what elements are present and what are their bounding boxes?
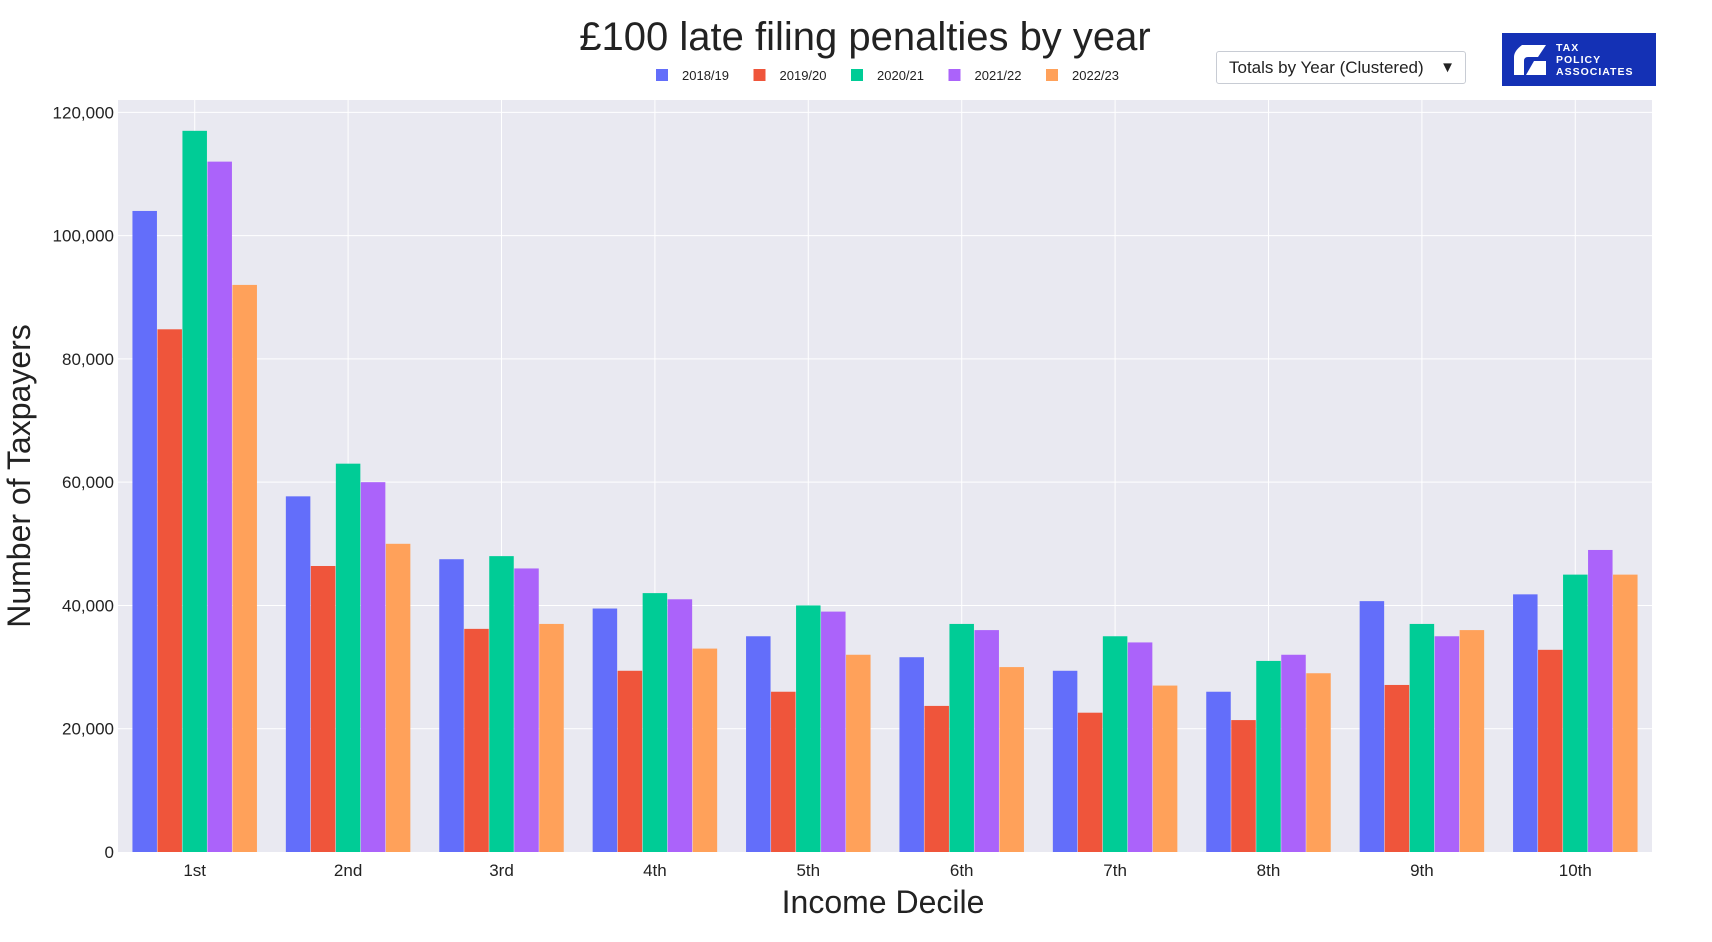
bar-2021-22-2nd[interactable] bbox=[360, 482, 386, 852]
bar-2020-21-1st[interactable] bbox=[182, 130, 207, 852]
legend-swatch bbox=[753, 69, 766, 81]
bars bbox=[132, 130, 1638, 853]
bar-2019-20-1st[interactable] bbox=[157, 329, 182, 853]
legend[interactable]: 2018/19 2019/20 2020/21 2021/22 2022/23 bbox=[656, 68, 1119, 83]
bar-2018-19-9th[interactable] bbox=[1359, 601, 1385, 852]
legend-label: 2019/20 bbox=[780, 68, 827, 83]
bar-2020-21-7th[interactable] bbox=[1102, 636, 1128, 852]
x-tick-label: 5th bbox=[796, 861, 820, 880]
y-axis-ticks: 0 20,000 40,000 60,000 80,000 100,000 120,000 bbox=[53, 103, 114, 862]
bar-2020-21-6th[interactable] bbox=[949, 623, 974, 852]
legend-swatch bbox=[948, 69, 961, 81]
bar-2019-20-8th[interactable] bbox=[1231, 720, 1256, 852]
bar-2019-20-5th[interactable] bbox=[771, 691, 796, 852]
bar-2021-22-7th[interactable] bbox=[1127, 642, 1153, 852]
legend-label: 2022/23 bbox=[1072, 68, 1119, 83]
legend-label: 2018/19 bbox=[682, 68, 729, 83]
bar-2022-23-1st[interactable] bbox=[232, 284, 257, 852]
bar-2022-23-3rd[interactable] bbox=[539, 623, 564, 852]
bar-2021-22-10th[interactable] bbox=[1588, 549, 1613, 852]
bar-2021-22-8th[interactable] bbox=[1281, 654, 1306, 852]
x-tick-label: 4th bbox=[643, 861, 667, 880]
bar-2018-19-3rd[interactable] bbox=[439, 559, 464, 852]
chevron-down-icon: ▼ bbox=[1440, 59, 1455, 76]
legend-item-2018-19[interactable]: 2018/19 bbox=[656, 68, 729, 83]
bar-2022-23-4th[interactable] bbox=[692, 648, 718, 852]
bar-2018-19-7th[interactable] bbox=[1052, 670, 1078, 852]
x-tick-label: 6th bbox=[950, 861, 974, 880]
legend-swatch bbox=[656, 69, 668, 81]
y-tick-label: 100,000 bbox=[53, 227, 114, 246]
y-tick-label: 80,000 bbox=[62, 350, 114, 369]
bar-2018-19-1st[interactable] bbox=[132, 210, 157, 853]
y-axis-title: Number of Taxpayers bbox=[1, 324, 37, 628]
bar-2021-22-5th[interactable] bbox=[821, 611, 846, 852]
bar-2022-23-7th[interactable] bbox=[1152, 685, 1178, 852]
x-tick-label: 2nd bbox=[334, 861, 362, 880]
bar-2018-19-10th[interactable] bbox=[1513, 594, 1538, 852]
logo-line-2: POLICY bbox=[1556, 53, 1602, 66]
dropdown-selected-label: Totals by Year (Clustered) bbox=[1229, 57, 1424, 77]
bar-2020-21-8th[interactable] bbox=[1256, 660, 1281, 852]
legend-swatch bbox=[1046, 69, 1058, 81]
y-tick-label: 60,000 bbox=[62, 473, 114, 492]
bar-2021-22-6th[interactable] bbox=[974, 630, 999, 852]
bar-2022-23-9th[interactable] bbox=[1459, 630, 1485, 852]
bar-2021-22-3rd[interactable] bbox=[514, 568, 539, 852]
bar-2019-20-9th[interactable] bbox=[1384, 684, 1410, 852]
bar-2018-19-5th[interactable] bbox=[746, 636, 771, 852]
bar-2020-21-2nd[interactable] bbox=[335, 463, 361, 852]
bar-2022-23-2nd[interactable] bbox=[385, 543, 411, 852]
legend-item-2019-20[interactable]: 2019/20 bbox=[753, 68, 827, 83]
bar-2019-20-10th[interactable] bbox=[1538, 649, 1563, 852]
legend-label: 2020/21 bbox=[877, 68, 924, 83]
y-tick-label: 20,000 bbox=[62, 720, 114, 739]
x-axis-ticks: 1st 2nd 3rd 4th 5th 6th 7th 8th 9th 10th bbox=[183, 861, 1591, 880]
bar-2020-21-4th[interactable] bbox=[642, 593, 668, 852]
bar-2022-23-10th[interactable] bbox=[1613, 574, 1638, 852]
bar-2021-22-1st[interactable] bbox=[207, 161, 232, 852]
legend-item-2020-21[interactable]: 2020/21 bbox=[851, 68, 924, 83]
bar-2021-22-4th[interactable] bbox=[667, 599, 693, 852]
x-tick-label: 8th bbox=[1257, 861, 1281, 880]
y-tick-label: 40,000 bbox=[62, 596, 114, 615]
legend-item-2021-22[interactable]: 2021/22 bbox=[948, 68, 1022, 83]
legend-item-2022-23[interactable]: 2022/23 bbox=[1046, 68, 1119, 83]
bar-2019-20-7th[interactable] bbox=[1077, 712, 1103, 852]
bar-2018-19-2nd[interactable] bbox=[285, 496, 311, 852]
bar-2022-23-8th[interactable] bbox=[1306, 673, 1331, 852]
bar-2019-20-3rd[interactable] bbox=[464, 628, 489, 852]
logo-line-3: ASSOCIATES bbox=[1556, 65, 1634, 78]
legend-label: 2021/22 bbox=[975, 68, 1022, 83]
bar-2020-21-3rd[interactable] bbox=[489, 556, 514, 852]
chart-title: £100 late filing penalties by year bbox=[579, 15, 1150, 59]
chart-view-dropdown[interactable]: Totals by Year (Clustered) ▼ bbox=[1216, 51, 1466, 84]
bar-2020-21-5th[interactable] bbox=[796, 605, 821, 852]
x-tick-label: 7th bbox=[1103, 861, 1127, 880]
bar-2019-20-4th[interactable] bbox=[617, 670, 643, 852]
x-tick-label: 9th bbox=[1410, 861, 1434, 880]
bar-2019-20-2nd[interactable] bbox=[310, 565, 336, 852]
bar-2020-21-9th[interactable] bbox=[1409, 623, 1435, 852]
x-axis-title: Income Decile bbox=[782, 884, 985, 920]
bar-2019-20-6th[interactable] bbox=[924, 705, 949, 852]
y-tick-label: 0 bbox=[105, 843, 114, 862]
bar-2021-22-9th[interactable] bbox=[1434, 636, 1460, 852]
x-tick-label: 1st bbox=[183, 861, 206, 880]
legend-swatch bbox=[851, 69, 863, 81]
logo-mark-icon bbox=[1514, 44, 1546, 75]
y-tick-label: 120,000 bbox=[53, 103, 114, 122]
logo-line-1: TAX bbox=[1556, 41, 1580, 54]
x-tick-label: 10th bbox=[1559, 861, 1592, 880]
logo-wordmark: TAX POLICY ASSOCIATES bbox=[1556, 42, 1633, 78]
bar-2018-19-4th[interactable] bbox=[592, 608, 618, 852]
x-tick-label: 3rd bbox=[489, 861, 514, 880]
tax-policy-associates-logo: TAX POLICY ASSOCIATES bbox=[1502, 33, 1656, 86]
bar-2020-21-10th[interactable] bbox=[1563, 574, 1588, 852]
bar-2018-19-8th[interactable] bbox=[1206, 691, 1231, 852]
bar-2022-23-5th[interactable] bbox=[846, 654, 871, 852]
bar-2018-19-6th[interactable] bbox=[899, 657, 924, 852]
bar-2022-23-6th[interactable] bbox=[999, 667, 1024, 852]
